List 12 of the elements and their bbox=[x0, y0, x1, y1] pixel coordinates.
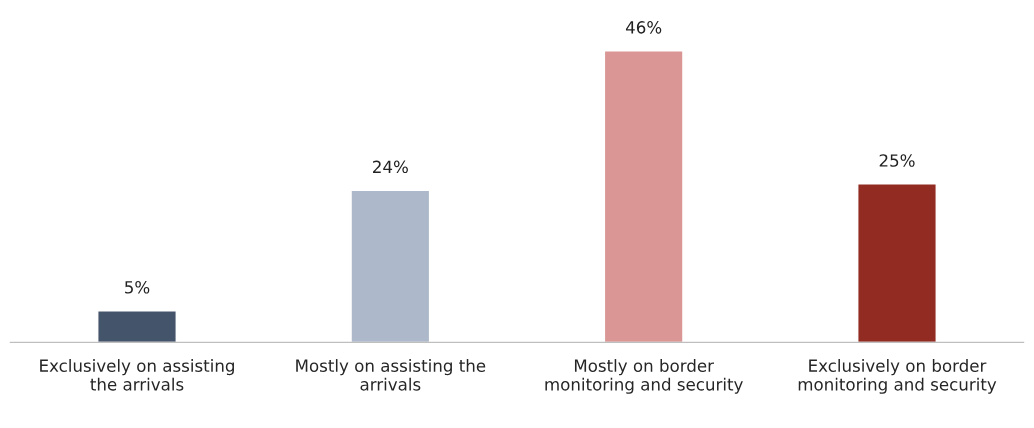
bar bbox=[857, 183, 937, 343]
data-label: 24% bbox=[373, 160, 408, 174]
x-tick-label: Exclusively on border monitoring and security bbox=[798, 359, 997, 394]
bar bbox=[97, 310, 177, 343]
x-tick-label: Mostly on border monitoring and security bbox=[545, 359, 743, 394]
data-label: 25% bbox=[879, 154, 915, 167]
bar bbox=[350, 189, 431, 343]
x-tick-label: Mostly on assisting the arrivals bbox=[296, 359, 486, 391]
x-tick-label: Exclusively on assisting the arrivals bbox=[40, 359, 234, 391]
data-label: 5% bbox=[125, 280, 150, 294]
data-label: 46% bbox=[625, 21, 662, 34]
bar bbox=[603, 50, 684, 343]
